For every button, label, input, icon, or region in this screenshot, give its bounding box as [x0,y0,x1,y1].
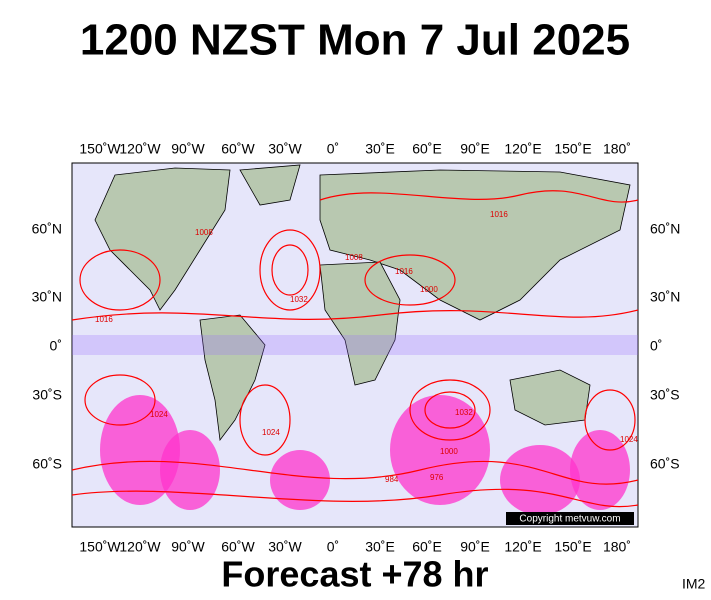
isobar-label: 1000 [420,285,438,294]
title: 1200 NZST Mon 7 Jul 2025 [80,16,630,65]
longitude-label: 90˚W [171,539,205,555]
latitude-label: 60˚S [650,456,680,472]
isobar-label: 1032 [455,408,473,417]
isobar-label: 1008 [195,228,213,237]
longitude-label: 30˚W [268,539,302,555]
isobar-label: 1016 [95,315,113,324]
longitude-label: 180˚ [603,141,631,157]
map: 1016 1008 1024 1032 1016 1008 1000 1024 … [71,162,639,528]
longitude-label: 60˚E [412,141,442,157]
precipitation [72,335,638,515]
latitude-label: 30˚N [32,289,62,305]
longitude-label: 30˚W [268,141,302,157]
longitude-label: 90˚E [460,539,490,555]
isobar-labels: 1016 1008 1024 1032 1016 1008 1000 1024 … [95,210,638,484]
isobar-label: 1016 [490,210,508,219]
copyright: Copyright metvuw.com [519,514,620,525]
longitude-label: 30˚E [365,141,395,157]
latitude-label: 0˚ [650,338,662,354]
longitude-label: 120˚E [504,141,541,157]
latitude-label: 60˚N [650,221,680,237]
longitude-label: 30˚E [365,539,395,555]
longitude-label: 60˚E [412,539,442,555]
longitude-label: 150˚W [79,141,121,157]
longitude-label: 150˚W [79,539,121,555]
latitude-label: 60˚S [32,456,62,472]
isobar-label: 1024 [620,435,638,444]
latitude-label: 30˚S [650,387,680,403]
latitude-label: 30˚N [650,289,680,305]
longitude-label: 150˚E [554,539,591,555]
forecast-label: Forecast +78 hr [221,554,488,595]
longitude-label: 120˚W [119,539,161,555]
longitude-label: 120˚W [119,141,161,157]
longitude-label: 120˚E [504,539,541,555]
latitude-label: 30˚S [32,387,62,403]
longitude-label: 0˚ [327,539,339,555]
isobar-label: 1008 [345,253,363,262]
longitude-label: 90˚E [460,141,490,157]
isobar-label: 1016 [395,267,413,276]
latitude-label: 0˚ [50,338,62,354]
image-id: IM2 [682,576,706,592]
longitude-label: 0˚ [327,141,339,157]
isobar-label: 984 [385,475,399,484]
longitude-label: 60˚W [221,539,255,555]
isobar-label: 1032 [290,295,308,304]
isobar-label: 1024 [262,428,280,437]
longitude-label: 90˚W [171,141,205,157]
longitude-label: 60˚W [221,141,255,157]
copyright-box [506,512,634,525]
longitude-label: 180˚ [603,539,631,555]
isobar-label: 1000 [440,447,458,456]
isobar-label: 1024 [150,410,168,419]
longitude-label: 150˚E [554,141,591,157]
isobar-label: 976 [430,473,444,482]
landmasses [94,164,631,442]
latitude-label: 60˚N [32,221,62,237]
isobars [71,190,639,508]
